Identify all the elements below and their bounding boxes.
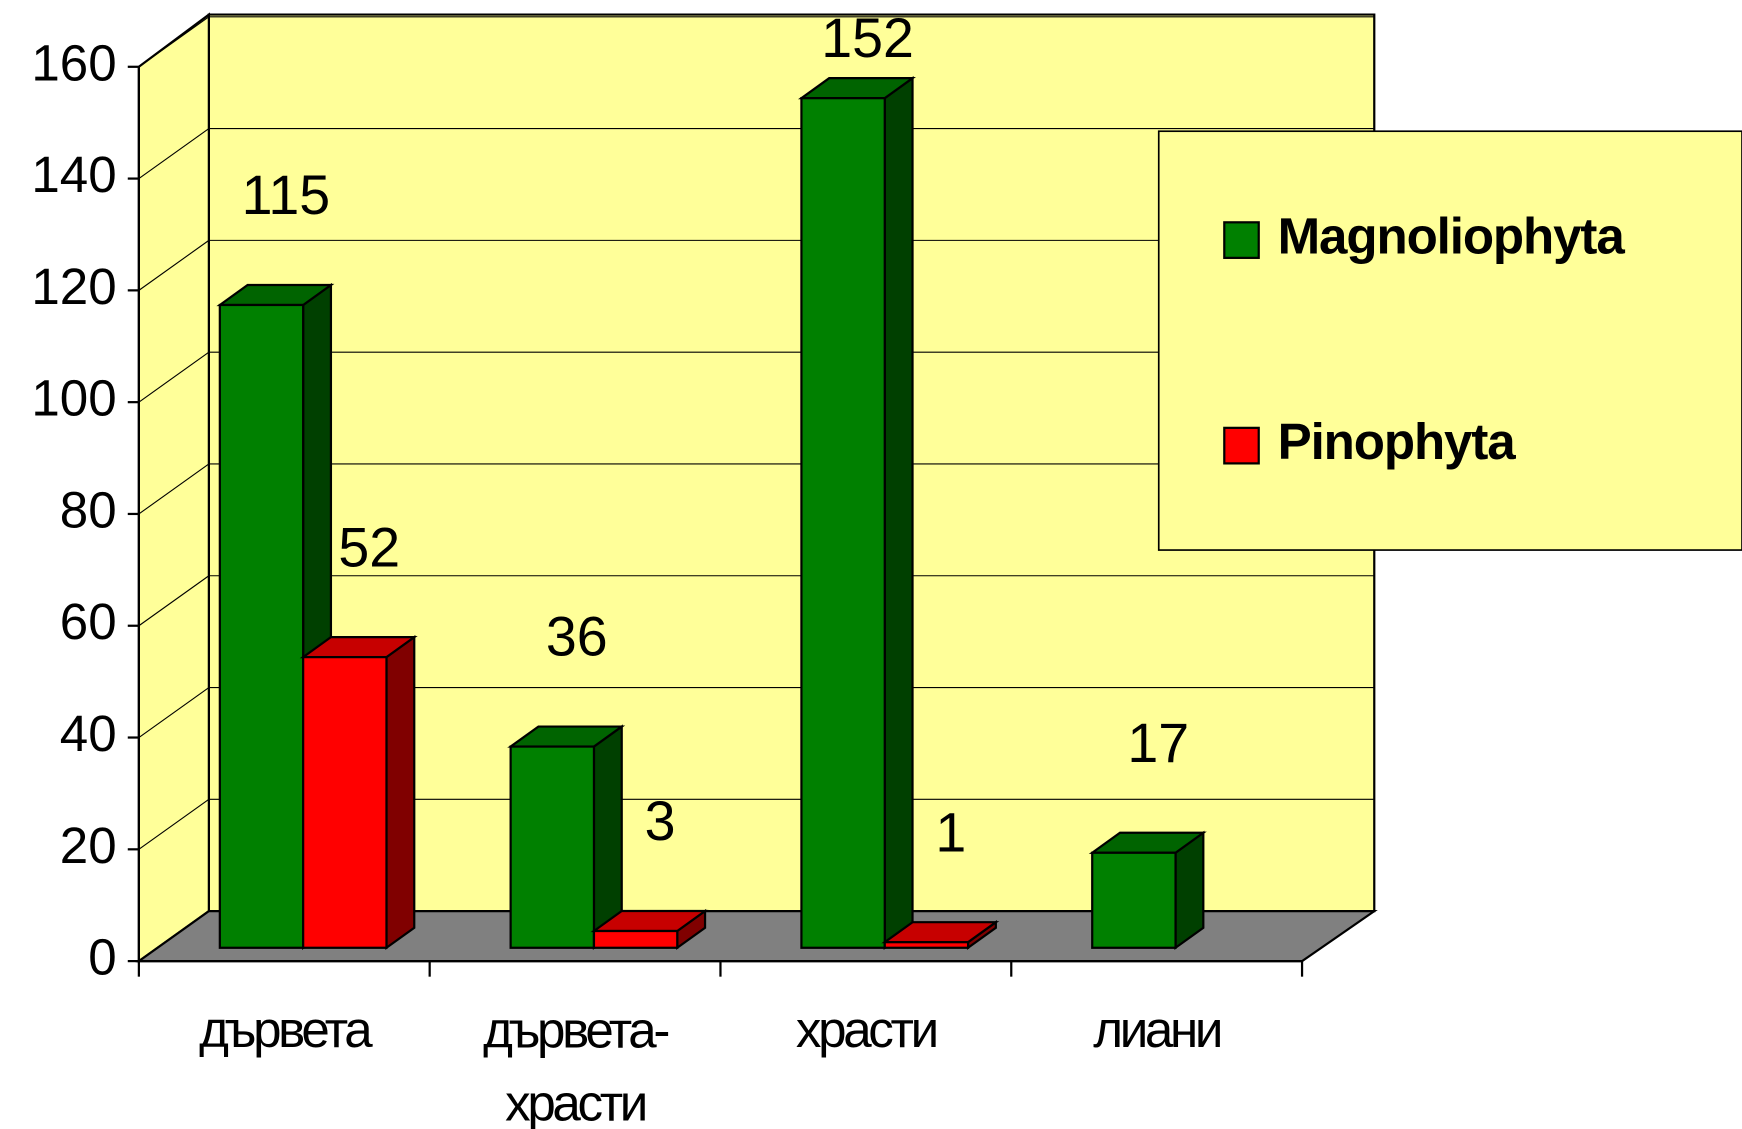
y-tick-label: 0 <box>88 929 116 986</box>
bar <box>302 656 388 949</box>
legend-entries: Magnoliophyta Pinophyta <box>1223 208 1626 470</box>
y-tick-label: 160 <box>31 34 116 91</box>
value-label: 52 <box>338 516 400 578</box>
bar <box>592 929 679 949</box>
legend-swatch <box>1223 221 1260 259</box>
x-tick-label: лиани <box>1093 1001 1220 1058</box>
grid-line <box>138 16 210 68</box>
legend-label: Pinophyta <box>1278 413 1517 470</box>
grid-line <box>138 798 210 850</box>
bar <box>218 303 305 949</box>
bar-side <box>883 76 914 950</box>
y-tick-label: 60 <box>60 593 117 650</box>
bar <box>883 941 970 949</box>
bars <box>216 76 1207 950</box>
y-tick-label: 20 <box>60 817 117 874</box>
grid-line <box>138 239 210 291</box>
bar <box>509 745 596 949</box>
legend-swatch <box>1223 426 1260 465</box>
value-label: 3 <box>645 790 676 852</box>
grid-line <box>138 463 210 515</box>
grid-line <box>138 575 210 627</box>
x-tick-label: дървета <box>199 1001 373 1058</box>
grid-line <box>138 128 210 180</box>
legend-label: Magnoliophyta <box>1278 208 1626 265</box>
y-tick-label: 80 <box>60 481 117 538</box>
x-tick-label: храсти <box>796 1001 936 1058</box>
side-wall <box>137 12 210 964</box>
value-label: 17 <box>1127 712 1189 774</box>
value-label: 36 <box>546 606 608 668</box>
grid-line <box>138 687 210 738</box>
y-tick-label: 40 <box>60 705 117 762</box>
value-label: 1 <box>935 801 966 863</box>
x-tick-label: дървета-храсти <box>483 1001 668 1129</box>
bar <box>1091 851 1177 949</box>
y-tick-label: 120 <box>31 258 116 315</box>
bar-side <box>385 634 416 950</box>
grid-line <box>138 351 210 403</box>
legend <box>1157 130 1742 551</box>
value-label: 152 <box>821 7 914 69</box>
value-label: 115 <box>242 164 331 226</box>
y-tick-label: 100 <box>31 370 116 427</box>
bar <box>800 97 886 949</box>
y-tick-label: 140 <box>31 146 116 203</box>
